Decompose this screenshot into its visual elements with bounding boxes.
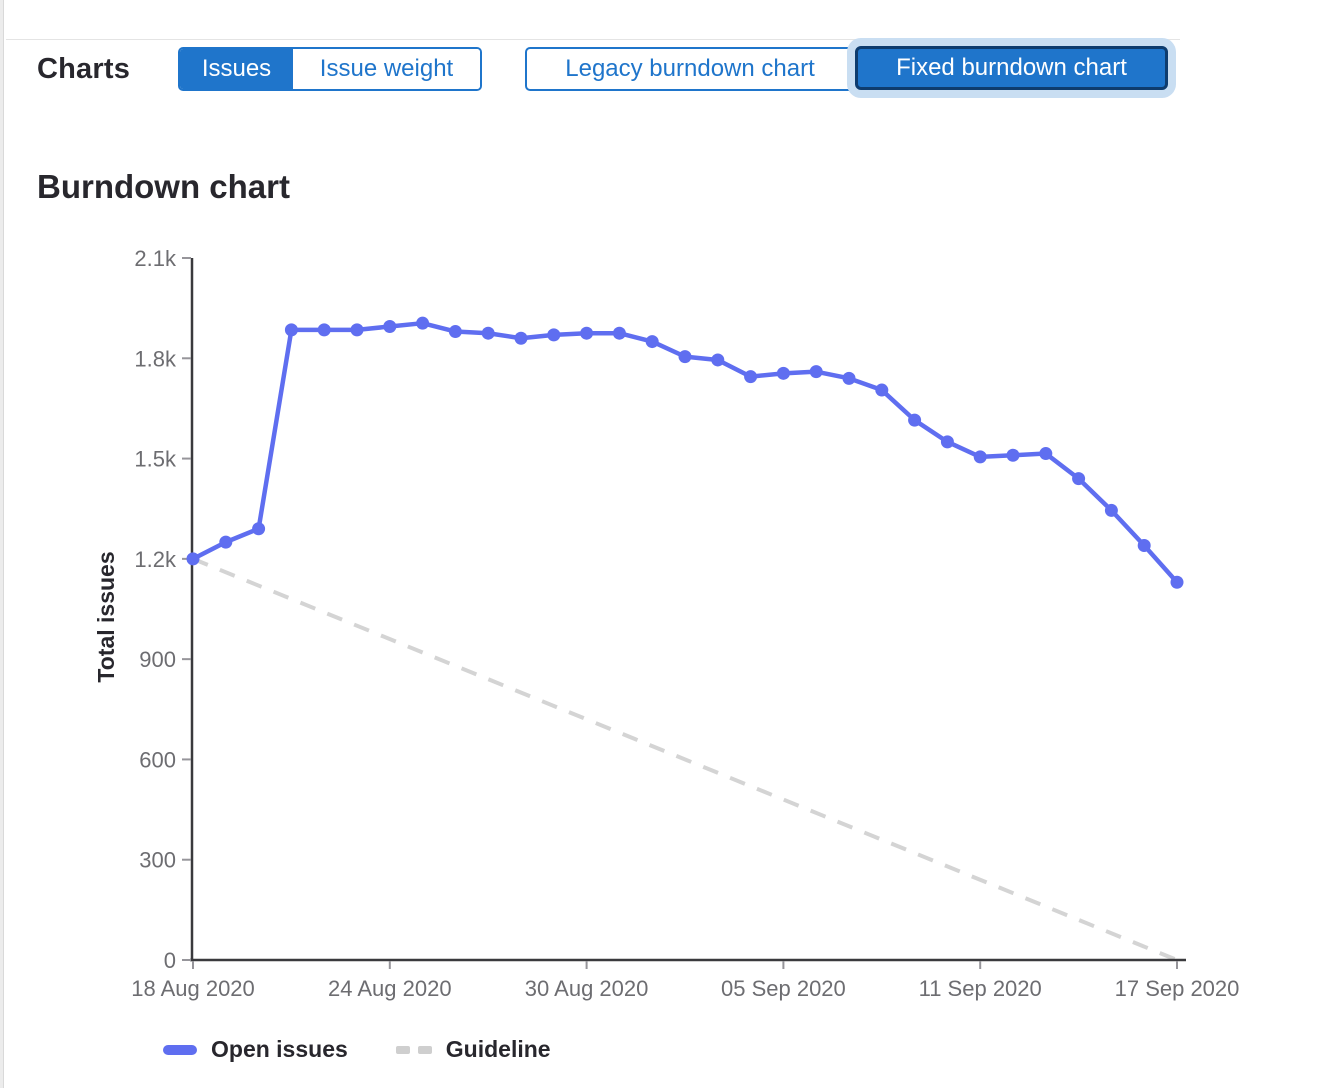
data-point[interactable] bbox=[350, 323, 364, 337]
y-tick-label: 0 bbox=[164, 948, 176, 973]
chart-legend: Open issues Guideline bbox=[163, 1036, 551, 1063]
data-point[interactable] bbox=[481, 326, 495, 340]
top-divider bbox=[6, 39, 1180, 40]
data-point[interactable] bbox=[547, 328, 561, 342]
y-tick-label: 1.5k bbox=[134, 447, 177, 472]
data-point[interactable] bbox=[940, 435, 954, 449]
legend-item-guideline[interactable]: Guideline bbox=[395, 1036, 551, 1063]
legend-label: Open issues bbox=[211, 1036, 348, 1062]
data-point[interactable] bbox=[678, 350, 692, 364]
data-point[interactable] bbox=[448, 325, 462, 339]
issue-weight-toggle-button[interactable]: Issue weight bbox=[293, 49, 480, 89]
data-point[interactable] bbox=[973, 450, 987, 464]
data-point[interactable] bbox=[383, 320, 397, 334]
data-point[interactable] bbox=[186, 552, 200, 566]
data-point[interactable] bbox=[842, 371, 856, 385]
data-point[interactable] bbox=[580, 326, 594, 340]
data-point[interactable] bbox=[1137, 538, 1151, 552]
open-issues-swatch-icon bbox=[163, 1044, 197, 1055]
data-point[interactable] bbox=[1039, 447, 1053, 461]
issue-toggle-group: Issues Issue weight bbox=[178, 47, 482, 91]
data-point[interactable] bbox=[416, 316, 430, 330]
data-point[interactable] bbox=[1006, 448, 1020, 462]
y-tick-label: 1.2k bbox=[134, 547, 177, 572]
data-point[interactable] bbox=[612, 326, 626, 340]
data-point[interactable] bbox=[252, 522, 266, 536]
data-point[interactable] bbox=[514, 331, 528, 345]
data-point[interactable] bbox=[219, 535, 233, 549]
fixed-burndown-chart-button[interactable]: Fixed burndown chart bbox=[855, 46, 1168, 90]
charts-label: Charts bbox=[37, 53, 131, 85]
y-tick-label: 1.8k bbox=[134, 346, 177, 371]
data-point[interactable] bbox=[711, 353, 725, 367]
data-point[interactable] bbox=[1170, 575, 1184, 589]
guideline-line bbox=[192, 557, 1178, 962]
x-tick-label: 18 Aug 2020 bbox=[131, 976, 255, 1001]
x-tick-label: 11 Sep 2020 bbox=[919, 976, 1042, 1001]
legacy-burndown-chart-button[interactable]: Legacy burndown chart bbox=[525, 47, 855, 91]
data-point[interactable] bbox=[645, 335, 659, 349]
x-tick-label: 17 Sep 2020 bbox=[1115, 976, 1240, 1001]
data-point[interactable] bbox=[776, 366, 790, 380]
page-left-edge bbox=[0, 0, 4, 1088]
legend-label: Guideline bbox=[445, 1036, 551, 1062]
data-point[interactable] bbox=[744, 370, 758, 384]
data-point[interactable] bbox=[1072, 472, 1086, 486]
burndown-chart: 0 300 600 900 1.2k 1.5k 1.8k 2.1k 18 Aug 2020 24 … bbox=[93, 246, 1240, 1001]
y-axis-title: Total issues bbox=[93, 551, 119, 682]
legend-item-open-issues[interactable]: Open issues bbox=[163, 1036, 348, 1063]
y-tick-label: 900 bbox=[139, 647, 176, 672]
data-point[interactable] bbox=[875, 383, 889, 397]
y-tick-label: 2.1k bbox=[134, 246, 177, 271]
y-tick-label: 600 bbox=[139, 747, 176, 772]
data-point[interactable] bbox=[908, 413, 922, 427]
y-tick-label: 300 bbox=[139, 848, 176, 873]
data-point[interactable] bbox=[1104, 503, 1118, 517]
issues-toggle-button[interactable]: Issues bbox=[180, 49, 293, 89]
data-point[interactable] bbox=[317, 323, 331, 337]
x-tick-label: 05 Sep 2020 bbox=[721, 976, 846, 1001]
x-tick-label: 30 Aug 2020 bbox=[525, 976, 649, 1001]
x-tick-label: 24 Aug 2020 bbox=[328, 976, 452, 1001]
guideline-swatch-icon bbox=[395, 1045, 432, 1054]
data-point[interactable] bbox=[809, 365, 823, 379]
page-title: Burndown chart bbox=[37, 168, 290, 205]
data-point[interactable] bbox=[284, 323, 298, 337]
